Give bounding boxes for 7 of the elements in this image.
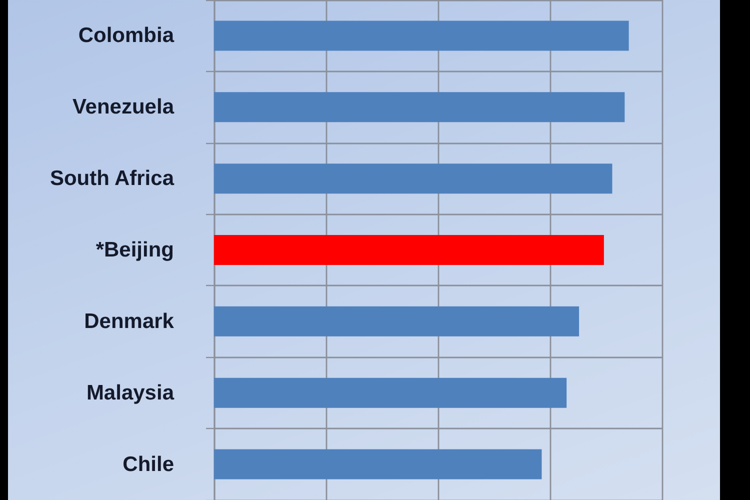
y-tick-label: Venezuela [72, 96, 174, 119]
y-tick-label: Denmark [84, 310, 174, 333]
y-tick-label: South Africa [50, 167, 174, 190]
y-tick-label: Malaysia [86, 381, 174, 404]
y-tick-label: *Beijing [96, 238, 174, 262]
y-tick-label: Chile [122, 452, 174, 476]
y-tick-label: Colombia [78, 24, 174, 48]
